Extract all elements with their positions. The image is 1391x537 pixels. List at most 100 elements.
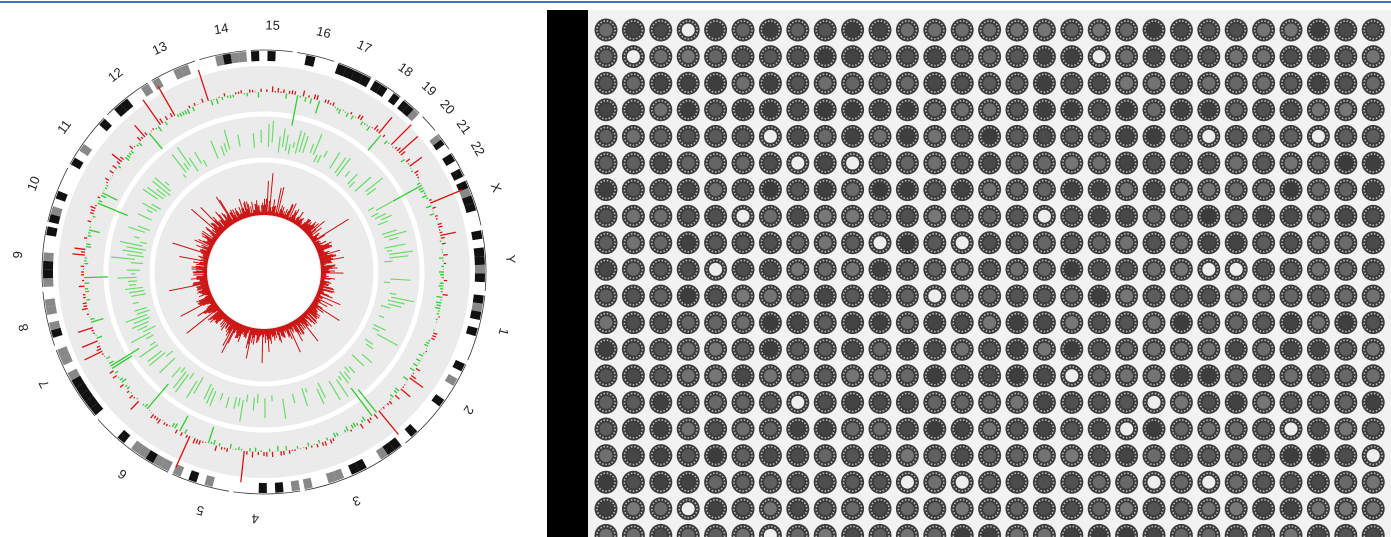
chromosome-label: 16 <box>315 23 333 41</box>
spot-dots <box>1281 20 1301 40</box>
track-tick <box>420 189 425 193</box>
track-tick <box>377 220 389 226</box>
spot-dots <box>952 472 973 493</box>
spot-dots <box>760 339 781 360</box>
spot-dots <box>1281 365 1301 386</box>
spot-core <box>599 342 613 356</box>
ideogram-band <box>431 394 445 407</box>
track-tick <box>96 335 103 339</box>
ideogram-band <box>474 281 485 291</box>
track-tick <box>196 244 212 252</box>
spot-core <box>1174 209 1188 223</box>
track-tick <box>146 186 164 200</box>
track-tick <box>111 256 135 260</box>
track-tick <box>227 322 239 344</box>
spot-core <box>654 129 668 143</box>
spot-core <box>1284 289 1298 303</box>
track-tick <box>321 442 325 446</box>
track-tick <box>223 213 232 226</box>
spot-dots <box>733 46 753 67</box>
spot-dots <box>760 365 781 386</box>
track-tick <box>119 240 143 247</box>
spot-core <box>1366 342 1380 356</box>
spot-core <box>1147 156 1161 170</box>
track-tick <box>128 280 138 283</box>
track-tick <box>332 102 335 106</box>
track-tick <box>277 327 283 343</box>
track-tick <box>237 325 245 343</box>
spot-core <box>1311 262 1325 276</box>
spot-core <box>1147 395 1161 409</box>
ideogram-band <box>57 346 70 358</box>
spot-core <box>1120 369 1134 383</box>
spot-core <box>1120 76 1134 90</box>
spot-dots <box>897 419 918 439</box>
spot-dots <box>1226 445 1246 466</box>
track-tick <box>128 226 145 233</box>
spot-core <box>709 76 723 90</box>
track-tick <box>267 200 270 216</box>
track-tick <box>313 299 328 308</box>
spot-dots <box>1144 206 1164 226</box>
track-tick <box>294 130 302 154</box>
track-tick <box>215 98 219 105</box>
spot-dots <box>952 126 973 147</box>
spot-core <box>818 50 832 64</box>
track-tick <box>254 209 257 216</box>
spot-core <box>1284 129 1298 143</box>
spot-core <box>1037 76 1051 90</box>
spot-core <box>791 528 805 537</box>
track-tick <box>276 327 281 341</box>
spot-dots <box>842 365 863 386</box>
spot-core <box>709 475 723 489</box>
spot-core <box>791 342 805 356</box>
ideogram-band <box>473 247 485 257</box>
track-tick <box>215 311 224 321</box>
spot-core <box>900 449 914 463</box>
spot-core <box>846 183 860 197</box>
track-tick <box>112 374 118 379</box>
track-tick <box>163 422 166 426</box>
ideogram-band <box>368 450 382 464</box>
spot-dots <box>760 100 781 120</box>
spot-dots <box>1308 365 1329 386</box>
ideogram-band <box>172 464 185 477</box>
spot-dots <box>1226 339 1246 360</box>
spot-core <box>1202 342 1216 356</box>
spot-dots <box>1144 100 1164 120</box>
track-tick <box>176 146 192 167</box>
track-tick <box>139 344 159 358</box>
track-tick <box>313 240 321 245</box>
track-tick <box>149 341 156 346</box>
track-tick <box>200 289 211 294</box>
spot-dots <box>1007 498 1027 519</box>
spot-core <box>1229 76 1243 90</box>
ideogram-band <box>46 226 58 237</box>
track-tick <box>384 260 393 263</box>
track-tick <box>296 218 302 226</box>
spot-core <box>763 156 777 170</box>
track-tick <box>392 184 423 202</box>
spot-core <box>599 369 613 383</box>
track-tick <box>117 376 120 379</box>
spot-core <box>1120 156 1134 170</box>
spot-dots <box>952 20 973 40</box>
spot-core <box>955 50 969 64</box>
spot-dots <box>1226 126 1246 147</box>
spot-core <box>1010 50 1024 64</box>
spot-core <box>1010 395 1024 409</box>
spot-core <box>873 76 887 90</box>
track-tick <box>280 326 285 338</box>
track-tick <box>258 204 261 216</box>
track-tick <box>319 256 345 263</box>
ideogram-band <box>302 477 313 490</box>
track-tick <box>292 320 302 335</box>
track-tick <box>317 382 326 399</box>
spot-dots <box>623 445 644 466</box>
track-tick <box>151 203 162 210</box>
spot-core <box>1257 23 1271 37</box>
spot-dots <box>1007 365 1027 386</box>
spot-dots <box>1363 392 1383 413</box>
track-tick <box>316 94 320 101</box>
